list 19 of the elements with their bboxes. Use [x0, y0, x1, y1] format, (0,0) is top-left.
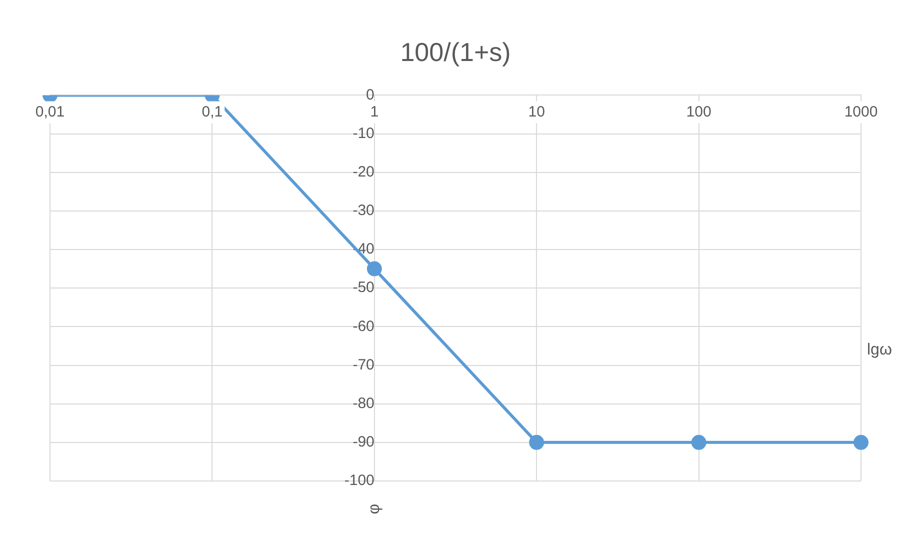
y-tick-label: -50 [352, 279, 374, 296]
y-tick-label: -30 [352, 202, 374, 220]
y-tick-label: -60 [352, 318, 374, 335]
y-tick-label: -20 [352, 164, 374, 180]
x-tick-label: 100 [686, 103, 712, 120]
x-tick-label: 1000 [844, 103, 878, 120]
x-tick-label: 10 [528, 103, 545, 120]
chart-title: 100/(1+s) [400, 36, 511, 67]
y-tick-label: 0 [366, 86, 374, 104]
y-tick-label: -90 [352, 434, 374, 451]
y-tick-label: -10 [352, 124, 374, 142]
y-tick-label: -70 [352, 356, 374, 374]
y-tick-label: -100 [344, 472, 374, 490]
x-axis-title: lgω [867, 341, 892, 358]
x-tick-label: 1 [370, 103, 379, 120]
y-tick-label: -80 [352, 394, 374, 412]
x-tick-label: 0,01 [35, 103, 65, 120]
y-axis-title: φ [366, 504, 383, 514]
x-tick-label: 0,1 [202, 103, 223, 120]
